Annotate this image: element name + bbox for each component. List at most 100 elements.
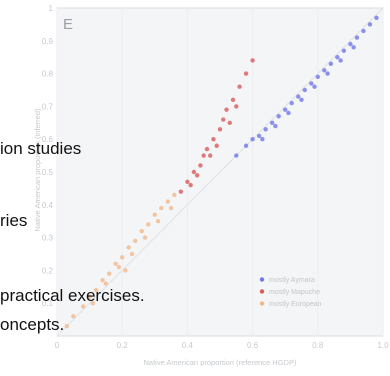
overlay-line-1: ion studies — [0, 139, 81, 158]
data-point — [299, 97, 304, 103]
legend-label: mostly European — [269, 301, 322, 308]
data-point — [211, 137, 216, 142]
data-point — [126, 245, 131, 250]
data-point — [250, 137, 255, 142]
data-point — [224, 107, 229, 112]
data-point — [165, 199, 171, 204]
data-point — [234, 104, 239, 109]
legend: mostly Aymara mostly Mapuche mostly Europe… — [259, 277, 322, 308]
data-point — [178, 189, 184, 194]
data-point — [113, 261, 118, 267]
data-point — [312, 84, 317, 89]
data-point — [227, 120, 232, 126]
data-point — [260, 137, 265, 142]
data-point — [354, 35, 360, 40]
data-point — [341, 48, 347, 53]
data-point — [256, 133, 262, 139]
data-point — [123, 268, 128, 273]
y-tick-label: 0.8 — [42, 70, 54, 79]
y-tick-label: 0.2 — [42, 266, 54, 275]
data-point — [302, 87, 307, 93]
data-point — [269, 120, 275, 126]
data-point — [289, 100, 294, 106]
y-tick-label: 0.1 — [42, 299, 54, 308]
data-point — [185, 179, 190, 185]
data-point — [250, 58, 255, 63]
y-tick-label: 0.3 — [42, 234, 54, 243]
data-point — [168, 205, 174, 211]
overlay-text: ion studies ries practical exercises. on… — [0, 139, 145, 334]
data-point — [93, 287, 99, 293]
data-points — [64, 15, 379, 329]
data-point — [221, 117, 226, 122]
data-point — [87, 294, 92, 299]
data-point — [64, 323, 69, 329]
data-point — [201, 153, 206, 158]
x-tick-label: 0.4 — [182, 341, 194, 350]
y-tick-label: 0.6 — [42, 135, 54, 144]
data-point — [152, 212, 157, 217]
identity-diagonal-line — [56, 7, 384, 337]
data-point — [351, 45, 356, 50]
data-point — [361, 28, 366, 34]
overlay-line-3: practical exercises. — [0, 286, 145, 305]
panel-label: E — [63, 16, 73, 33]
data-point — [208, 153, 213, 158]
legend-marker — [259, 277, 265, 282]
overlay-line-2: ries — [0, 211, 27, 230]
data-point — [230, 97, 236, 103]
y-tick-label: 1 — [49, 4, 54, 13]
data-point — [283, 107, 288, 112]
overlay-line-4: oncepts. — [0, 315, 64, 334]
data-point — [133, 238, 138, 244]
data-point — [276, 114, 281, 119]
data-point — [172, 192, 177, 198]
data-point — [90, 301, 96, 306]
data-point — [296, 94, 301, 99]
data-point — [116, 264, 122, 270]
x-tick-label: 0.8 — [312, 341, 324, 350]
y-tick-label: 0.5 — [42, 168, 54, 177]
data-point — [263, 127, 268, 132]
data-point — [367, 22, 373, 27]
data-point — [322, 68, 327, 73]
data-point — [328, 61, 334, 66]
data-point — [106, 271, 112, 276]
data-point — [71, 314, 76, 319]
data-point — [325, 71, 330, 76]
data-point — [243, 71, 249, 76]
data-point — [309, 81, 314, 86]
legend-label: mostly Mapuche — [269, 289, 320, 296]
y-tick-label: 0.9 — [42, 37, 54, 46]
data-point — [188, 182, 193, 188]
data-point — [120, 255, 125, 260]
legend-marker — [259, 289, 265, 294]
y-tick-label: 0.7 — [42, 102, 54, 111]
legend-marker — [259, 301, 265, 306]
data-point — [237, 84, 242, 89]
data-point — [335, 55, 340, 60]
x-tick-label: 0.6 — [247, 341, 259, 350]
data-point — [159, 205, 164, 211]
data-point — [103, 281, 109, 286]
y-axis-title: Native American proportion (inferred) — [33, 108, 42, 231]
x-tick-labels: 0 0.2 0.4 0.6 0.8 1.0 — [55, 341, 389, 350]
data-point — [204, 146, 210, 152]
grid-lines — [56, 8, 384, 336]
x-tick-label: 0 — [55, 341, 60, 350]
x-axis-title: Native American proportion (reference HG… — [144, 358, 297, 367]
data-point — [286, 110, 291, 116]
data-point — [129, 251, 135, 257]
data-point — [374, 15, 379, 21]
y-tick-label: 0.4 — [42, 201, 54, 210]
data-point — [155, 219, 161, 224]
data-point — [243, 143, 249, 148]
data-point — [273, 123, 278, 129]
legend-label: mostly Aymara — [269, 277, 315, 284]
y-tick-labels: 0.1 0.2 0.3 0.4 0.5 0.6 0.7 0.8 0.9 1 — [42, 4, 54, 308]
data-point — [139, 228, 144, 234]
data-point — [198, 163, 203, 168]
data-point — [338, 58, 343, 63]
data-point — [142, 235, 148, 240]
